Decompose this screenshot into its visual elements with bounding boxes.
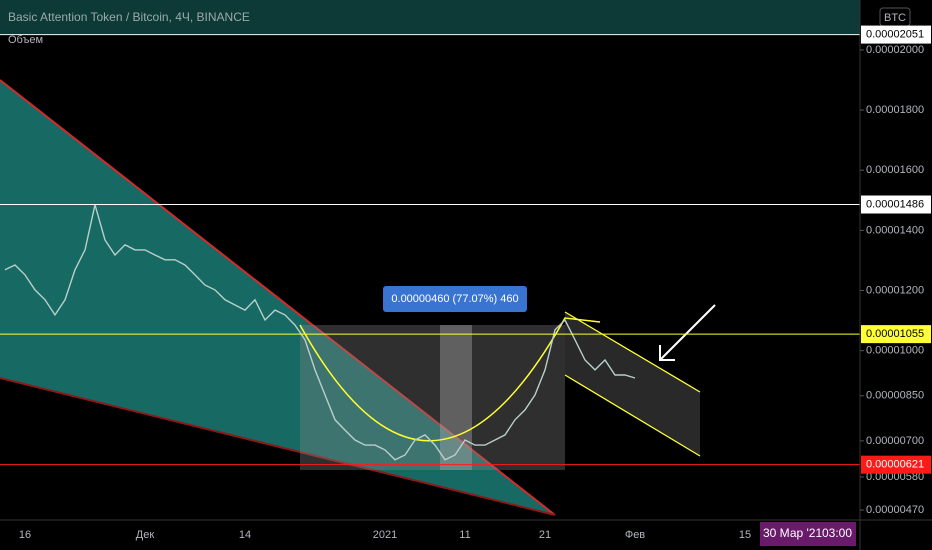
cup-curve bbox=[299, 317, 601, 442]
arrow-head bbox=[659, 345, 675, 361]
level-box bbox=[861, 25, 931, 44]
channel-bottom bbox=[564, 374, 701, 457]
level-box bbox=[861, 325, 931, 344]
wedge-bottom bbox=[0, 377, 556, 516]
x-tick-label: 2021 bbox=[373, 529, 397, 541]
level-box bbox=[861, 455, 931, 474]
x-tick-label: 15 bbox=[739, 529, 751, 541]
x-tick-label: 14 bbox=[239, 529, 251, 541]
y-tick-label: 0.00001800 bbox=[866, 104, 924, 116]
cursor-time: 03:00 bbox=[822, 526, 852, 540]
x-tick-label: 21 bbox=[539, 529, 551, 541]
channel bbox=[565, 312, 700, 456]
x-tick-label: Дек bbox=[136, 529, 155, 541]
y-tick-label: 0.00000700 bbox=[866, 435, 924, 447]
volume-label: Объем bbox=[8, 34, 43, 46]
level-box bbox=[861, 195, 931, 214]
top-band bbox=[0, 0, 860, 34]
price-line bbox=[4, 204, 636, 461]
y-tick-label: 0.00000850 bbox=[866, 390, 924, 402]
y-tick-label: 0.00001400 bbox=[866, 224, 924, 236]
y-tick-label: 0.00001200 bbox=[866, 284, 924, 296]
x-tick-label: Фев bbox=[625, 529, 645, 541]
cursor-box bbox=[760, 522, 856, 546]
measure-box bbox=[300, 325, 565, 470]
y-tick-label: 0.00000580 bbox=[866, 471, 924, 483]
chart-title: Basic Attention Token / Bitcoin, 4Ч, BIN… bbox=[8, 10, 250, 24]
level-label: 0.00000621 bbox=[866, 459, 924, 471]
level-label: 0.00001486 bbox=[866, 198, 924, 210]
measure-label-bg bbox=[383, 286, 527, 312]
y-tick-label: 0.00002000 bbox=[866, 44, 924, 56]
level-label: 0.00002051 bbox=[866, 28, 924, 40]
x-tick-label: 16 bbox=[19, 529, 31, 541]
level-label: 0.00001055 bbox=[866, 328, 924, 340]
y-tick-label: 0.00001000 bbox=[866, 345, 924, 357]
currency: BTC bbox=[884, 12, 906, 24]
channel-top bbox=[564, 311, 701, 393]
cursor-date: 30 Мар '21 bbox=[763, 526, 822, 540]
measure-band bbox=[440, 325, 472, 470]
measure-label: 0.00000460 (77.07%) 460 bbox=[391, 293, 518, 305]
y-tick-label: 0.00001600 bbox=[866, 164, 924, 176]
arrow bbox=[659, 304, 716, 361]
y-tick-label: 0.00000470 bbox=[866, 504, 924, 516]
x-tick-label: 11 bbox=[459, 529, 470, 541]
